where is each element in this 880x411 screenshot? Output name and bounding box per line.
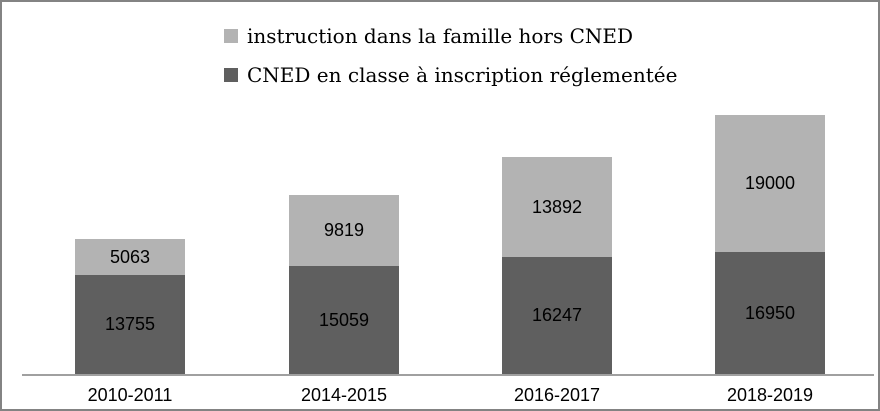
bar-segment-famille: 9819 (289, 195, 399, 266)
legend-item-cned: CNED en classe à inscription réglementée (224, 61, 677, 89)
bar-value-label: 5063 (109, 246, 151, 267)
bar-value-label: 13892 (531, 196, 583, 217)
x-axis-label: 2010-2011 (87, 385, 173, 405)
bar-segment-cned: 16247 (502, 257, 612, 374)
chart-legend: instruction dans la famille hors CNED CN… (224, 22, 677, 100)
bar-value-label: 9819 (323, 220, 365, 240)
bar-segment-famille: 5063 (75, 239, 185, 275)
bar-segment-famille: 19000 (715, 115, 825, 252)
bar-segment-cned: 13755 (75, 275, 185, 374)
bar-segment-cned: 15059 (289, 266, 399, 374)
bar-value-label: 19000 (744, 173, 796, 193)
x-axis-label: 2018-2019 (726, 385, 814, 405)
legend-swatch-dark-icon (224, 68, 238, 82)
legend-item-famille: instruction dans la famille hors CNED (224, 22, 677, 50)
bar-segment-famille: 13892 (502, 157, 612, 257)
x-axis-line (22, 374, 874, 376)
bar-value-label: 16247 (531, 305, 583, 325)
bar-segment-cned: 16950 (715, 252, 825, 374)
bar-value-label: 13755 (104, 314, 156, 334)
legend-label-famille: instruction dans la famille hors CNED (247, 24, 634, 48)
legend-label-cned: CNED en classe à inscription réglementée (247, 63, 678, 87)
x-axis-label: 2016-2017 (513, 385, 601, 405)
legend-swatch-light-icon (224, 29, 238, 43)
bar-value-label: 15059 (318, 309, 370, 330)
bar-value-label: 16950 (744, 302, 796, 323)
x-axis-label: 2014-2015 (300, 385, 388, 405)
